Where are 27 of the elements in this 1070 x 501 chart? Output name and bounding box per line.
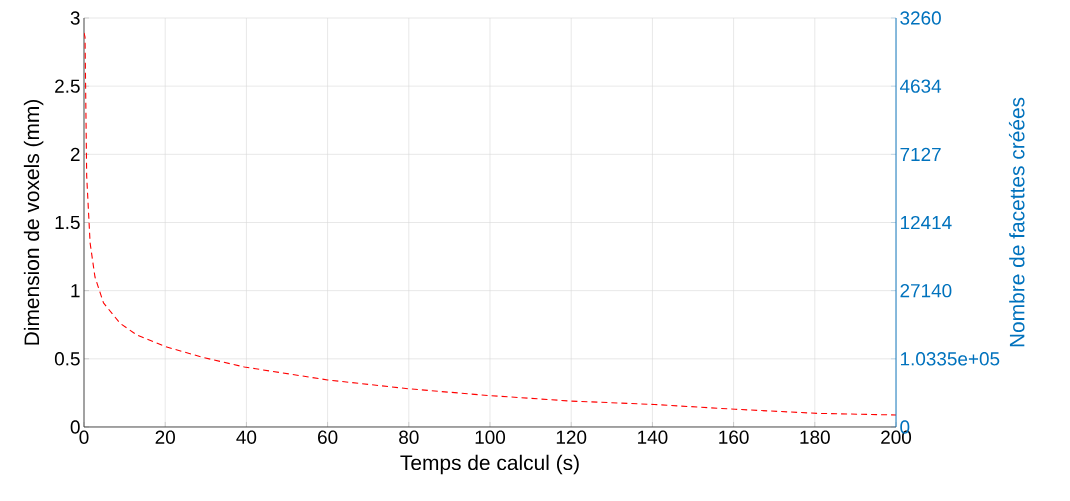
y-axis-title: Dimension de voxels (mm): [23, 100, 44, 345]
y-tick-label: 2.5: [55, 79, 80, 93]
text: 7127: [900, 147, 941, 161]
y2-axis-title: Nombre de facettes créées: [1008, 97, 1025, 347]
text: 3260: [900, 11, 941, 25]
y-tick-label: 2: [70, 147, 80, 161]
x-tick-label: 80: [399, 430, 419, 444]
y-tick-label: 0: [70, 420, 80, 434]
x-tick-label: 40: [236, 430, 257, 444]
text: 1.0335e+05: [900, 352, 1000, 366]
x-axis-title: Temps de calcul (s): [400, 454, 579, 475]
text: 12414: [900, 215, 952, 230]
x-tick-label: 60: [318, 430, 338, 444]
x-tick-label: 180: [800, 430, 830, 444]
line-series: [84, 32, 897, 416]
x-tick-label: 140: [638, 430, 668, 444]
y-tick-label: 0.5: [54, 352, 80, 366]
y-tick-label: 1: [71, 284, 80, 298]
x-tick-label: 20: [155, 430, 175, 444]
x-tick-label: 100: [475, 430, 506, 444]
y-tick-label: 1.5: [55, 215, 80, 230]
x-tick-label: 160: [719, 430, 749, 444]
text: 4634: [899, 79, 942, 93]
x-tick-label: 120: [556, 430, 587, 444]
y-tick-label: 3: [70, 11, 80, 25]
text: 27140: [900, 283, 952, 298]
x-tick-label: 0: [79, 430, 89, 444]
